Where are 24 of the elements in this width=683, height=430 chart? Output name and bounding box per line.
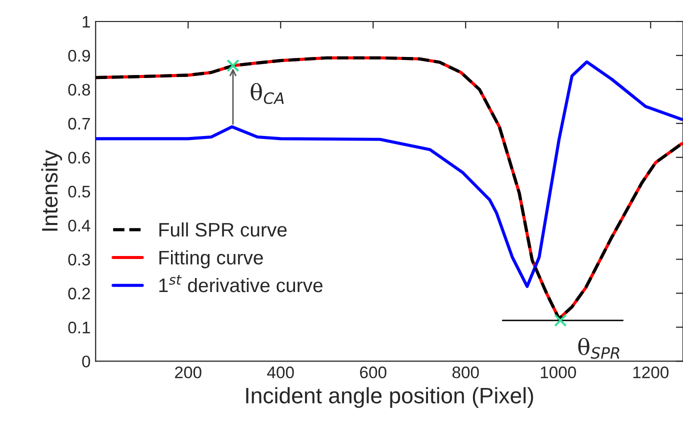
legend-label: Fitting curve — [159, 250, 263, 268]
x-axis-title: Incident angle position (Pixel) — [246, 387, 534, 408]
y-tick-label: 0.5 — [68, 186, 90, 198]
annotation: θ$_{SPR}$ — [578, 338, 620, 359]
y-axis-title: Intensity — [41, 150, 62, 231]
y-tick-label: 0.3 — [68, 254, 90, 266]
y-tick-label: 1 — [82, 16, 90, 28]
annotation: θ$_{CA}$ — [250, 83, 284, 104]
y-tick-label: 0.9 — [68, 50, 90, 62]
legend-label: Full SPR curve — [159, 222, 287, 237]
y-tick-label: 0.6 — [68, 152, 90, 164]
y-tick-label: 0.7 — [68, 118, 90, 130]
y-tick-label: 0.1 — [68, 322, 90, 334]
legend-label: 1$^{st}$ derivative curve — [159, 275, 323, 292]
x-tick-label: 1000 — [540, 366, 576, 378]
x-tick-label: 800 — [452, 366, 479, 378]
x-tick-label: 1200 — [633, 366, 669, 378]
x-tick-label: 600 — [360, 366, 386, 378]
x-tick-label: 400 — [267, 366, 294, 378]
y-tick-label: 0.2 — [68, 288, 90, 300]
y-tick-label: 0 — [82, 356, 90, 368]
x-tick-label: 200 — [175, 366, 202, 378]
y-tick-label: 0.8 — [68, 84, 90, 96]
y-tick-label: 0.4 — [68, 220, 90, 232]
